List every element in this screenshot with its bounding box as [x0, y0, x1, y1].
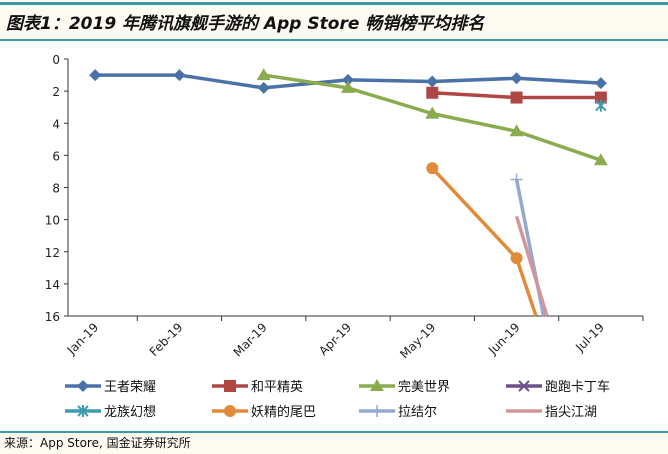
y-tick-label: 2: [52, 85, 60, 99]
plot-background: [0, 42, 668, 430]
data-point: [510, 252, 523, 265]
data-point: [342, 73, 354, 86]
data-point: [256, 68, 271, 81]
series-5: [426, 162, 538, 317]
data-point: [224, 380, 236, 392]
data-point: [510, 173, 523, 186]
data-point: [77, 405, 89, 417]
data-point: [371, 405, 383, 417]
data-point: [426, 75, 439, 88]
title-rule: [0, 39, 668, 41]
y-tick-label: 4: [52, 117, 60, 131]
y-tick-label: 16: [45, 310, 60, 324]
chart-title: 图表1：2019 年腾讯旗舰手游的 App Store 畅销榜平均排名: [6, 14, 485, 34]
legend-label: 跑跑卡丁车: [545, 379, 610, 395]
data-point: [426, 162, 439, 175]
data-point: [257, 81, 270, 94]
data-point: [510, 72, 523, 85]
data-point: [595, 99, 607, 112]
series-7: [514, 215, 549, 317]
y-tick-label: 12: [45, 246, 60, 260]
legend-label: 王者荣耀: [104, 380, 156, 395]
y-tick-label: 0: [52, 53, 60, 67]
data-point: [593, 153, 608, 166]
series-4: [595, 99, 607, 112]
data-point: [77, 380, 89, 392]
legend-item: 指尖江湖: [506, 405, 597, 420]
data-point: [509, 124, 524, 137]
series-0: [89, 69, 607, 94]
data-point: [224, 405, 236, 417]
data-point: [594, 77, 607, 90]
legend-label: 指尖江湖: [545, 405, 597, 420]
top-rule: [0, 2, 668, 5]
y-tick-label: 14: [45, 278, 60, 292]
legend-label: 和平精英: [251, 380, 303, 395]
data-point: [510, 91, 523, 104]
legend-label: 妖精的尾巴: [251, 404, 316, 420]
legend-label: 完美世界: [398, 380, 450, 395]
source-note: 来源：App Store, 国金证券研究所: [4, 436, 191, 450]
y-tick-label: 8: [52, 182, 60, 196]
series-line: [514, 215, 549, 317]
series-2: [256, 68, 608, 166]
legend-item: 妖精的尾巴: [212, 404, 316, 420]
data-point: [89, 69, 102, 82]
legend-item: 跑跑卡丁车: [506, 379, 610, 395]
legend-label: 龙族幻想: [104, 404, 156, 420]
legend-item: 拉结尔: [359, 405, 437, 420]
data-point: [594, 91, 607, 104]
data-point: [426, 86, 439, 99]
legend-item: 和平精英: [212, 380, 303, 395]
data-point: [425, 106, 440, 119]
y-tick-label: 10: [45, 214, 60, 228]
legend-item: 王者荣耀: [65, 380, 156, 395]
data-point: [341, 80, 355, 93]
legend-label: 拉结尔: [398, 405, 437, 420]
legend-item: 完美世界: [359, 379, 450, 395]
data-point: [370, 379, 384, 391]
data-point: [173, 69, 186, 82]
series-1: [426, 86, 607, 104]
y-tick-label: 6: [52, 149, 60, 163]
data-point: [518, 380, 530, 392]
bottom-rule: [0, 431, 668, 433]
legend-item: 龙族幻想: [65, 404, 156, 420]
